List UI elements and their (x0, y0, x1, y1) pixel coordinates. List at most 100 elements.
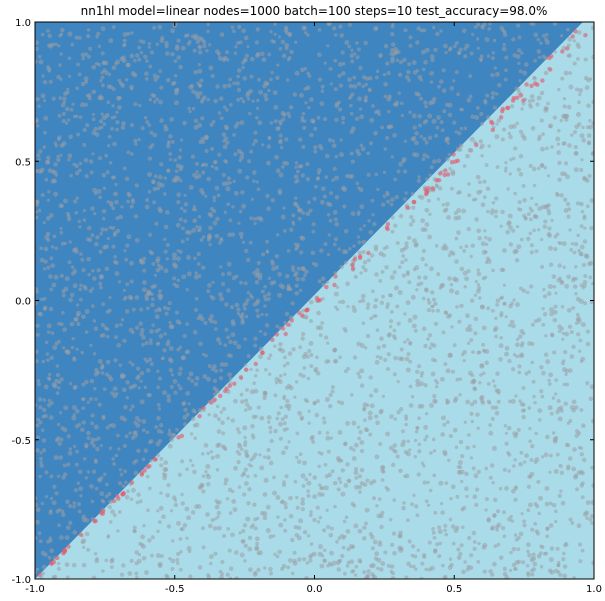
data-point (144, 71, 149, 77)
data-point (167, 140, 171, 144)
data-point (139, 307, 144, 312)
data-point (389, 202, 394, 207)
data-point (63, 241, 67, 245)
data-point (341, 120, 345, 125)
data-point (414, 91, 419, 97)
data-point (434, 243, 439, 248)
data-point (472, 494, 478, 499)
data-point (356, 371, 361, 376)
data-point (448, 353, 453, 358)
data-point (284, 445, 289, 450)
data-point (88, 288, 93, 294)
data-point (143, 448, 149, 454)
data-point (272, 90, 278, 96)
data-point (209, 122, 214, 127)
data-point (419, 374, 424, 378)
data-point (477, 350, 482, 355)
data-point (421, 326, 427, 332)
data-point (480, 241, 486, 247)
data-point (303, 87, 308, 91)
data-point (313, 145, 318, 150)
data-point (176, 55, 181, 60)
misclassified-point (434, 178, 439, 183)
data-point (355, 41, 359, 45)
data-point (280, 348, 286, 354)
data-point (574, 151, 579, 156)
data-point (206, 22, 210, 27)
data-point (134, 183, 139, 188)
data-point (419, 195, 425, 200)
data-point (159, 457, 164, 461)
data-point (132, 460, 137, 465)
data-point (68, 381, 73, 386)
data-point (139, 258, 143, 263)
data-point (528, 502, 533, 508)
data-point (554, 519, 558, 524)
data-point (176, 520, 181, 526)
data-point (437, 84, 441, 89)
data-point (214, 185, 220, 191)
data-point (183, 407, 188, 413)
data-point (95, 235, 100, 240)
data-point (423, 437, 427, 442)
data-point (130, 31, 134, 35)
data-point (186, 545, 192, 551)
data-point (584, 510, 590, 516)
data-point (298, 208, 304, 213)
data-point (99, 231, 104, 236)
data-point (421, 67, 426, 72)
data-point (444, 310, 449, 315)
data-point (452, 276, 458, 282)
data-point (400, 429, 405, 434)
data-point (260, 312, 264, 317)
data-point (591, 281, 594, 286)
misclassified-point (521, 98, 526, 103)
data-point (387, 109, 391, 114)
data-point (333, 237, 339, 242)
data-point (306, 200, 311, 205)
data-point (518, 399, 522, 403)
data-point (275, 554, 280, 559)
data-point (173, 90, 179, 96)
misclassified-point (535, 82, 540, 87)
data-point (550, 218, 554, 223)
misclassified-point (232, 381, 237, 386)
data-point (170, 140, 175, 144)
data-point (579, 359, 584, 364)
data-point (459, 107, 463, 112)
data-point (528, 426, 532, 431)
data-point (428, 488, 433, 493)
data-point (207, 233, 212, 238)
data-point (339, 138, 343, 142)
data-point (445, 157, 450, 162)
data-point (239, 280, 244, 285)
data-point (260, 51, 265, 57)
data-point (404, 191, 408, 195)
data-point (122, 32, 128, 37)
data-point (419, 96, 423, 101)
data-point (91, 130, 97, 136)
data-point (508, 399, 512, 404)
data-point (587, 141, 592, 146)
data-point (326, 563, 330, 568)
data-point (496, 509, 501, 514)
data-point (341, 115, 346, 121)
data-point (193, 208, 198, 212)
data-point (54, 246, 59, 251)
data-point (380, 510, 385, 515)
data-point (350, 59, 355, 64)
data-point (204, 162, 209, 167)
data-point (176, 347, 181, 352)
data-point (568, 368, 573, 373)
data-point (54, 438, 60, 443)
data-point (548, 557, 554, 563)
data-point (64, 276, 70, 282)
data-point (201, 489, 206, 494)
data-point (91, 64, 97, 70)
data-point (150, 535, 155, 540)
data-point (339, 152, 344, 158)
data-point (157, 24, 163, 30)
data-point (349, 544, 354, 550)
data-point (173, 73, 178, 78)
data-point (518, 79, 522, 83)
